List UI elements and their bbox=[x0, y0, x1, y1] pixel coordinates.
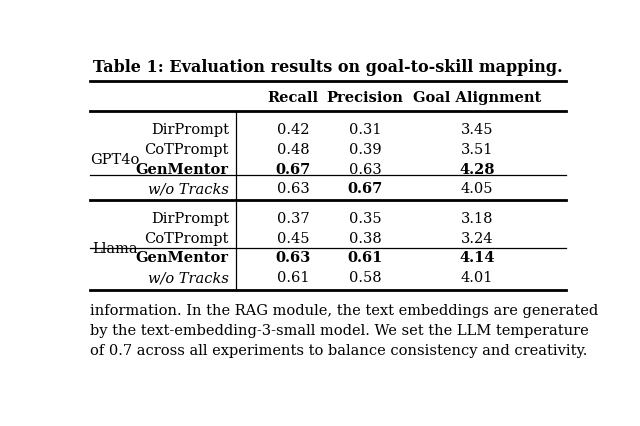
Text: 0.63: 0.63 bbox=[277, 182, 310, 196]
Text: 0.63: 0.63 bbox=[349, 162, 381, 176]
Text: 3.24: 3.24 bbox=[461, 231, 493, 245]
Text: w/o Tracks: w/o Tracks bbox=[148, 271, 229, 285]
Text: DirPrompt: DirPrompt bbox=[151, 211, 229, 225]
Text: Table 1: Evaluation results on goal-to-skill mapping.: Table 1: Evaluation results on goal-to-s… bbox=[93, 59, 563, 76]
Text: 3.45: 3.45 bbox=[461, 123, 493, 137]
Text: GenMentor: GenMentor bbox=[136, 251, 229, 265]
Text: 0.38: 0.38 bbox=[349, 231, 381, 245]
Text: 0.45: 0.45 bbox=[277, 231, 310, 245]
Text: 3.18: 3.18 bbox=[461, 211, 493, 225]
Text: 0.58: 0.58 bbox=[349, 271, 381, 285]
Text: 0.48: 0.48 bbox=[277, 143, 310, 156]
Text: 4.28: 4.28 bbox=[459, 162, 495, 176]
Text: w/o Tracks: w/o Tracks bbox=[148, 182, 229, 196]
Text: 0.61: 0.61 bbox=[348, 251, 383, 265]
Text: Precision: Precision bbox=[327, 91, 404, 105]
Text: 4.01: 4.01 bbox=[461, 271, 493, 285]
Text: Llama: Llama bbox=[92, 241, 138, 255]
Text: 0.31: 0.31 bbox=[349, 123, 381, 137]
Text: 0.67: 0.67 bbox=[348, 182, 383, 196]
Text: CoTPrompt: CoTPrompt bbox=[145, 231, 229, 245]
Text: 0.35: 0.35 bbox=[349, 211, 381, 225]
Text: Recall: Recall bbox=[268, 91, 319, 105]
Text: GPT4o: GPT4o bbox=[90, 153, 140, 166]
Text: GenMentor: GenMentor bbox=[136, 162, 229, 176]
Text: 0.42: 0.42 bbox=[277, 123, 310, 137]
Text: information. In the RAG module, the text embeddings are generated: information. In the RAG module, the text… bbox=[90, 304, 598, 318]
Text: Goal Alignment: Goal Alignment bbox=[413, 91, 541, 105]
Text: 0.63: 0.63 bbox=[276, 251, 311, 265]
Text: 0.39: 0.39 bbox=[349, 143, 381, 156]
Text: 3.51: 3.51 bbox=[461, 143, 493, 156]
Text: DirPrompt: DirPrompt bbox=[151, 123, 229, 137]
Text: 4.05: 4.05 bbox=[461, 182, 493, 196]
Text: CoTPrompt: CoTPrompt bbox=[145, 143, 229, 156]
Text: 0.37: 0.37 bbox=[277, 211, 310, 225]
Text: 0.61: 0.61 bbox=[277, 271, 310, 285]
Text: of 0.7 across all experiments to balance consistency and creativity.: of 0.7 across all experiments to balance… bbox=[90, 343, 588, 357]
Text: by the text-embedding-3-small model. We set the LLM temperature: by the text-embedding-3-small model. We … bbox=[90, 323, 589, 337]
Text: 4.14: 4.14 bbox=[459, 251, 495, 265]
Text: 0.67: 0.67 bbox=[276, 162, 311, 176]
